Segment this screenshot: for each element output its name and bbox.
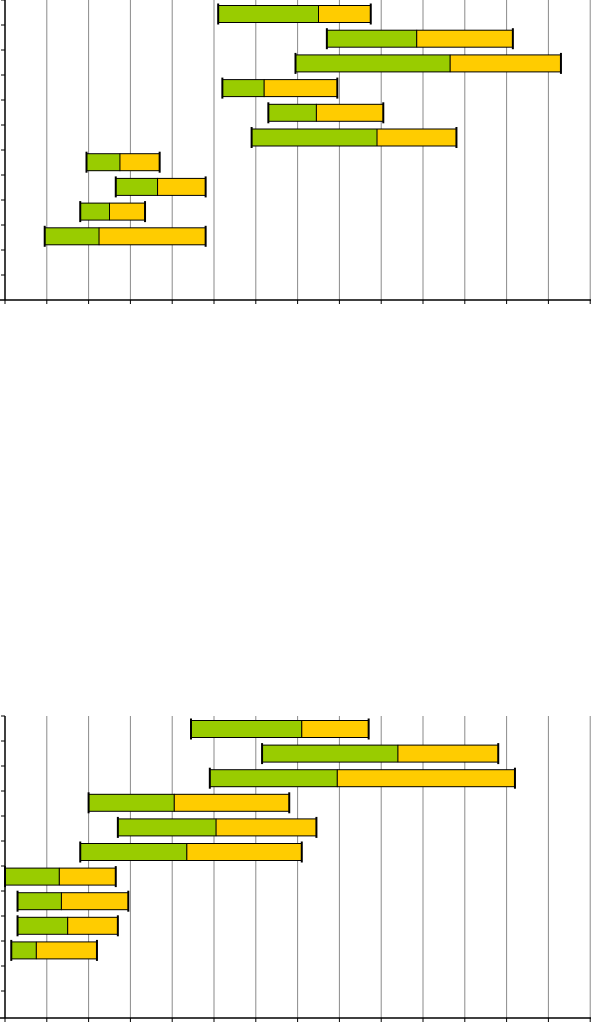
bar-segment-yellow — [397, 744, 499, 763]
bar-segment-green — [209, 769, 338, 788]
bar-segment-green — [88, 793, 175, 812]
bar-segment-yellow — [58, 867, 117, 886]
bar-segment-yellow — [376, 128, 457, 147]
gantt-chart-top — [0, 0, 591, 304]
bar-segment-green — [4, 867, 60, 886]
bar-segment-yellow — [336, 769, 516, 788]
bar-segment-green — [251, 128, 378, 147]
bar-segment-yellow — [60, 892, 129, 911]
bar-segment-yellow — [173, 793, 290, 812]
bar-segment-green — [79, 202, 110, 221]
bar-segment-yellow — [318, 5, 372, 23]
bar-segment-yellow — [449, 54, 562, 73]
bar-segment-yellow — [157, 177, 207, 196]
bar-segment-yellow — [67, 916, 119, 935]
gantt-chart-bottom — [0, 715, 591, 1022]
bar-segment-yellow — [416, 29, 514, 48]
bar-segment-yellow — [98, 227, 207, 246]
bar-segment-yellow — [109, 202, 146, 221]
bar-segment-green — [295, 54, 451, 73]
bar-segment-green — [326, 29, 418, 48]
bar-segment-green — [44, 227, 100, 246]
bar-segment-green — [117, 818, 217, 837]
bar-segment-green — [267, 103, 317, 122]
bar-segment-green — [79, 843, 188, 861]
bar-segment-yellow — [186, 843, 303, 861]
bar-segment-green — [10, 941, 37, 960]
bar-segment-yellow — [119, 153, 161, 172]
bar-segment-green — [221, 79, 265, 98]
bar-segment-green — [86, 153, 121, 172]
bar-segment-green — [190, 720, 303, 738]
bar-segment-green — [17, 916, 69, 935]
bar-segment-green — [217, 5, 319, 23]
bar-segment-green — [17, 892, 62, 911]
bar-segment-yellow — [35, 941, 98, 960]
bar-segment-yellow — [301, 720, 370, 738]
bar-segment-green — [261, 744, 399, 763]
bar-segment-yellow — [263, 79, 338, 98]
bar-segment-green — [115, 177, 159, 196]
bar-segment-yellow — [215, 818, 317, 837]
bar-segment-yellow — [315, 103, 384, 122]
